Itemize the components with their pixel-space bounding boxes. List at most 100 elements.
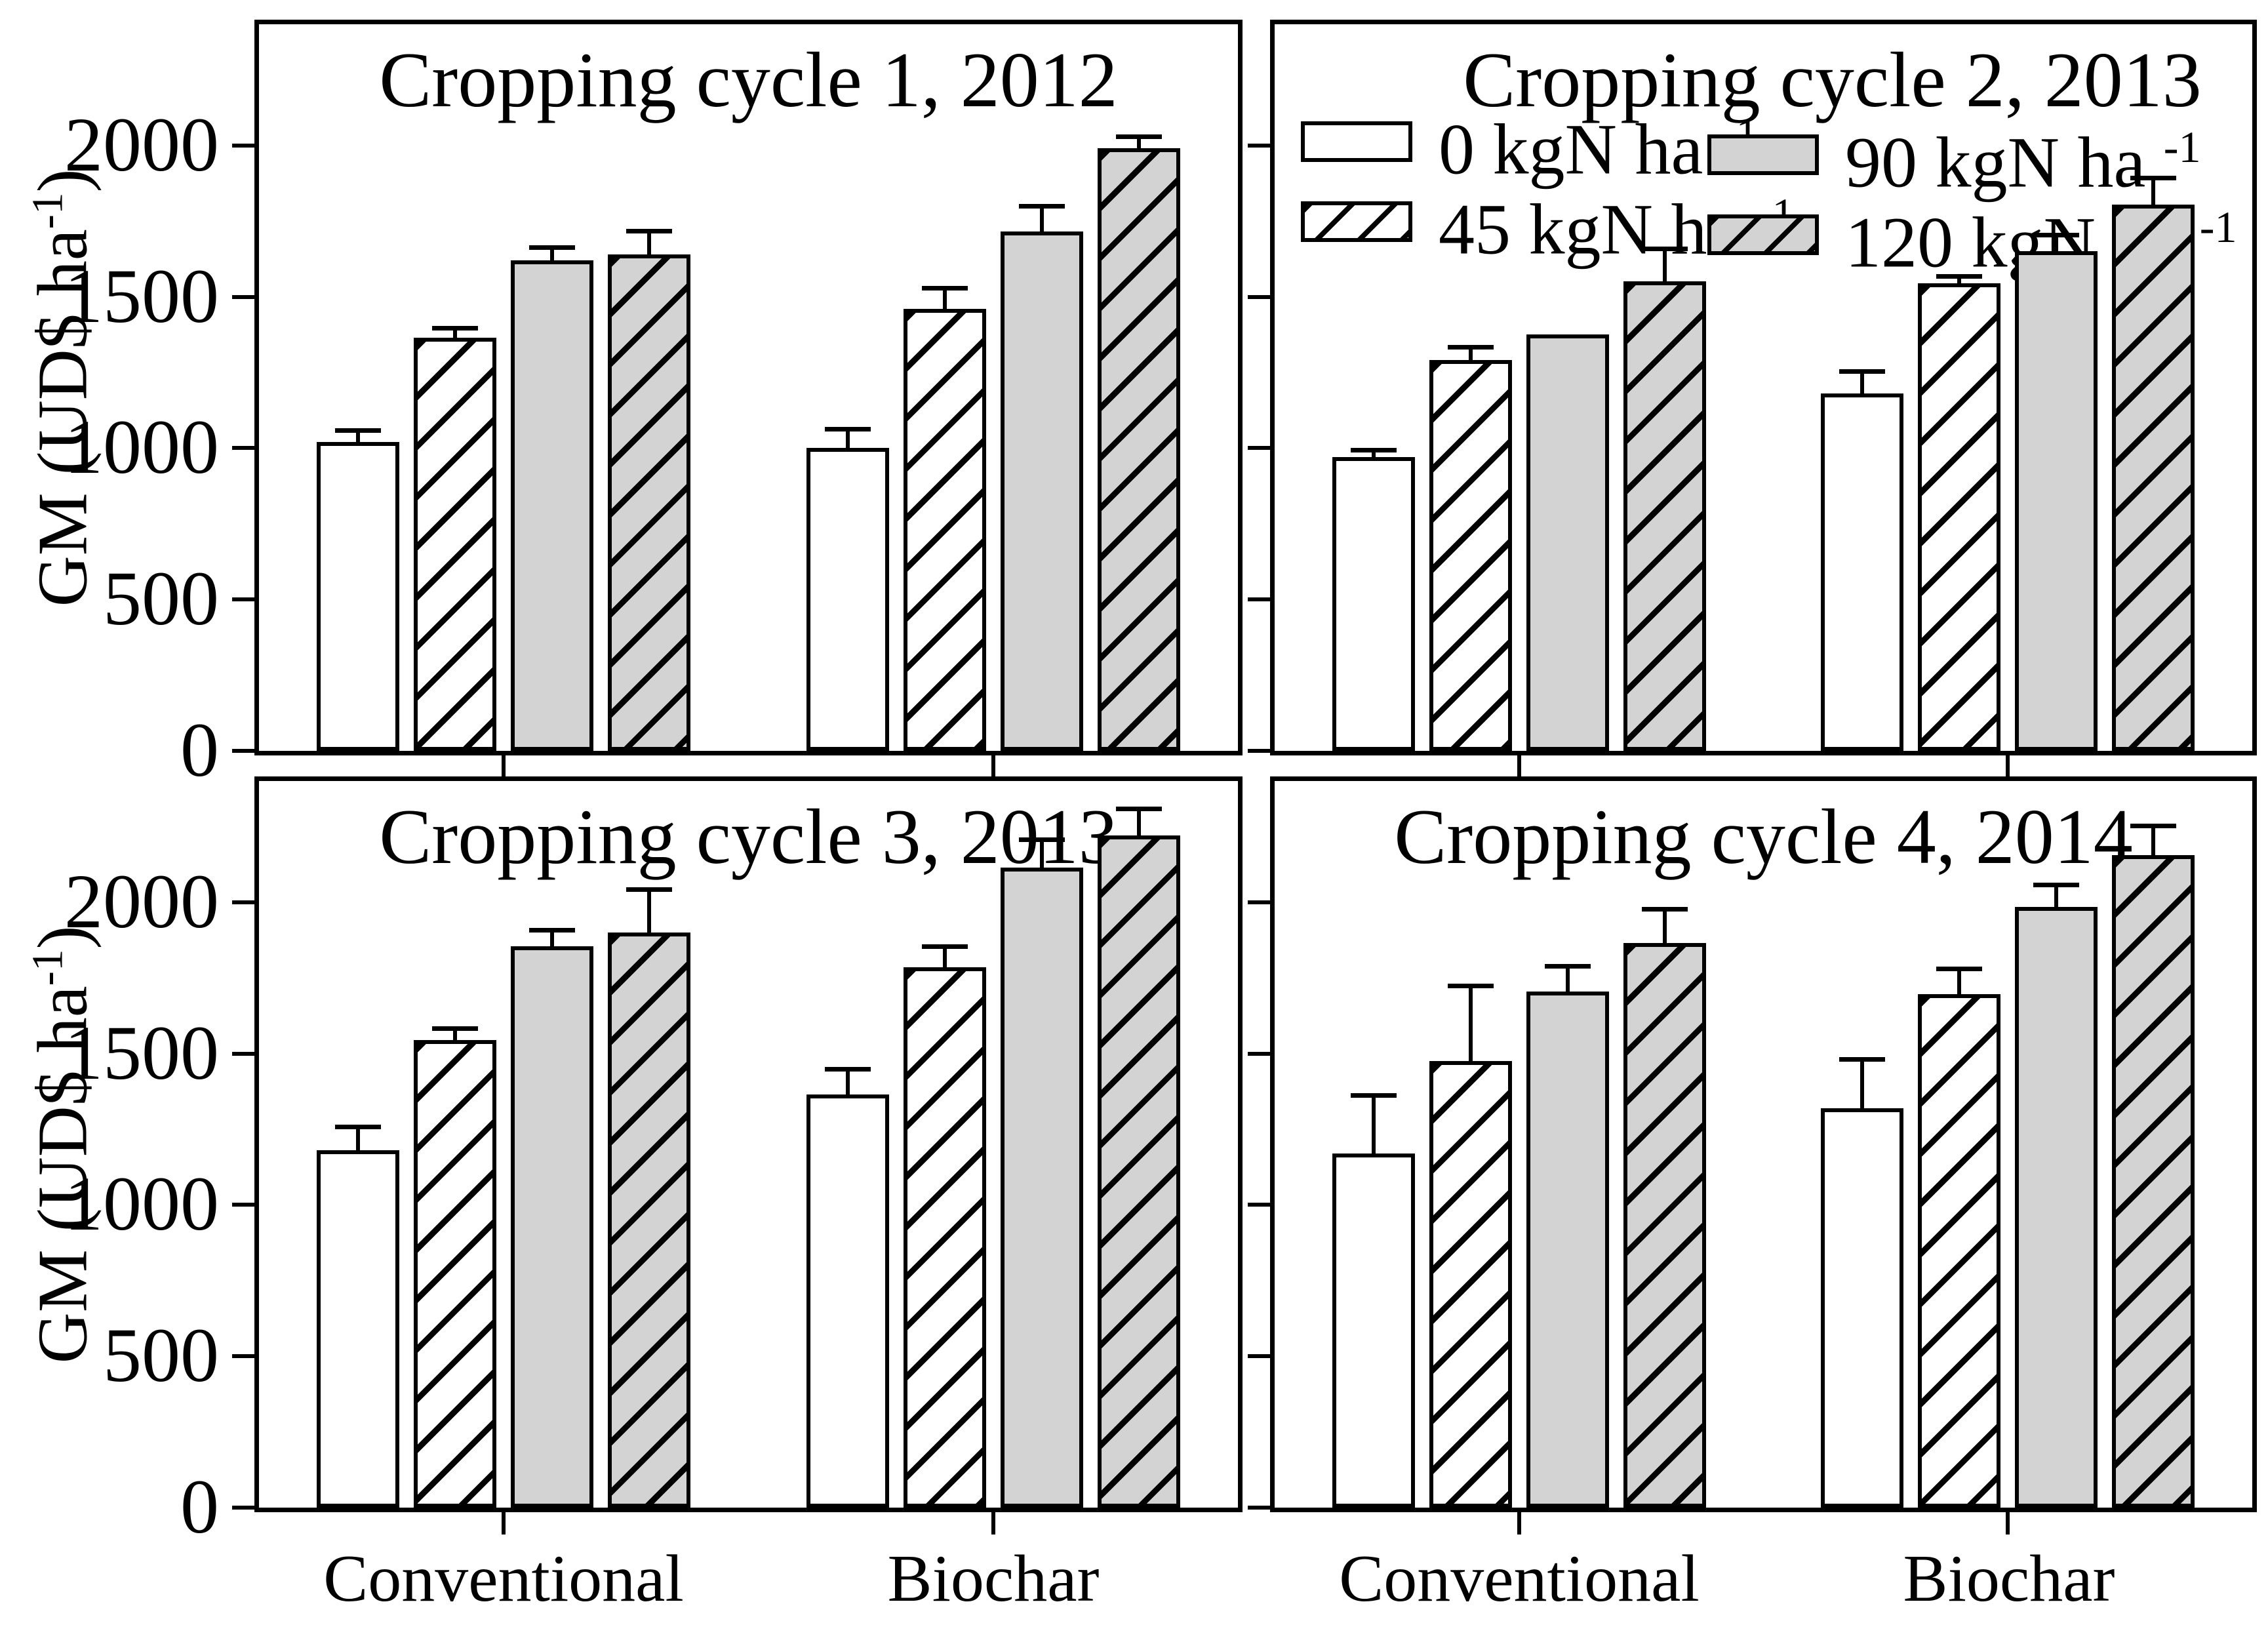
error-bar <box>2033 233 2080 251</box>
error-bar <box>1641 247 1688 281</box>
error-bar <box>335 1125 382 1150</box>
bar-biochar-0kgN <box>806 1094 889 1508</box>
bar-biochar-45kgN <box>1918 994 2001 1508</box>
bar-conventional-90kgN <box>511 260 594 751</box>
error-bar-cap <box>1350 448 1397 452</box>
y-axis-tick <box>232 1051 254 1056</box>
error-bar-cap <box>529 928 576 933</box>
x-axis-tick <box>2006 755 2010 778</box>
error-bar-stem <box>356 1125 361 1150</box>
bar-biochar-0kgN <box>1821 1108 1904 1508</box>
error-bar-cap <box>432 326 479 331</box>
error-bar <box>1350 448 1397 457</box>
error-bar <box>1350 1093 1397 1154</box>
error-bar-stem <box>2054 883 2059 907</box>
y-tick-label: 1500 <box>64 252 219 339</box>
error-bar-cap <box>1115 807 1162 811</box>
error-bar-stem <box>2054 233 2059 251</box>
x-axis-tick <box>1517 755 1521 778</box>
error-bar-cap <box>2130 176 2177 180</box>
error-bar-stem <box>356 428 361 442</box>
error-bar-cap <box>1544 964 1591 969</box>
error-bar-cap <box>1839 369 1886 374</box>
error-bar-stem <box>647 229 652 254</box>
error-bar-stem <box>647 887 652 933</box>
y-axis-tick <box>232 749 254 753</box>
panel-cycle-1: Cropping cycle 1, 2012 <box>254 20 1243 755</box>
bar-biochar-90kgN <box>1000 231 1083 751</box>
panel-title-cycle-1: Cropping cycle 1, 2012 <box>379 36 1118 123</box>
bar-biochar-90kgN <box>2015 907 2098 1508</box>
error-bar-stem <box>942 944 947 967</box>
y-axis-tick <box>1248 749 1270 753</box>
error-bar-stem <box>1957 274 1962 283</box>
error-bar <box>1447 345 1494 360</box>
error-bar-stem <box>1662 247 1667 281</box>
bar-biochar-120kgN <box>1097 835 1180 1508</box>
y-axis-tick <box>1248 900 1270 904</box>
error-bar-cap <box>1018 204 1065 209</box>
error-bar <box>626 229 673 254</box>
bar-conventional-0kgN <box>317 1150 400 1508</box>
error-bar <box>626 887 673 933</box>
error-bar-stem <box>942 286 947 309</box>
y-tick-label: 0 <box>180 1464 219 1550</box>
error-bar-stem <box>845 1067 850 1094</box>
error-bar-stem <box>1662 907 1667 943</box>
y-tick-label: 1500 <box>64 1009 219 1096</box>
bar-biochar-120kgN <box>2112 855 2195 1508</box>
legend-swatch-0kgN <box>1301 121 1412 162</box>
error-bar-stem <box>550 245 555 260</box>
error-bar <box>921 286 968 309</box>
legend-swatch-45kgN <box>1301 201 1412 242</box>
bar-conventional-120kgN <box>1623 943 1706 1508</box>
error-bar-stem <box>1371 448 1376 457</box>
bar-conventional-45kgN <box>414 338 497 751</box>
error-bar <box>529 245 576 260</box>
error-bar-cap <box>1641 907 1688 912</box>
y-axis-tick <box>1248 1354 1270 1359</box>
y-axis-tick <box>1248 446 1270 451</box>
error-bar <box>1018 837 1065 868</box>
error-bar-stem <box>1957 967 1962 994</box>
x-label-biochar-left: Biochar <box>887 1542 1100 1616</box>
bar-conventional-45kgN <box>1429 360 1512 751</box>
x-axis-tick <box>1517 1512 1521 1535</box>
bar-conventional-90kgN <box>1526 992 1609 1508</box>
error-bar <box>335 428 382 442</box>
y-axis-tick <box>232 1506 254 1510</box>
error-bar <box>1544 964 1591 992</box>
y-axis-tick <box>232 143 254 148</box>
y-tick-label: 2000 <box>64 858 219 944</box>
error-bar-cap <box>2033 233 2080 237</box>
bar-biochar-45kgN <box>1918 283 2001 751</box>
x-axis-tick <box>991 1512 995 1535</box>
y-tick-label: 500 <box>103 1312 219 1399</box>
error-bar <box>1936 967 1983 994</box>
error-bar-stem <box>1371 1093 1376 1154</box>
error-bar-stem <box>1039 204 1044 231</box>
bar-biochar-90kgN <box>1000 868 1083 1508</box>
error-bar-cap <box>626 887 673 892</box>
bar-conventional-45kgN <box>414 1040 497 1508</box>
bar-conventional-0kgN <box>1332 457 1415 751</box>
legend-label-90kgN: 90 kgN ha -1 <box>1845 122 2201 203</box>
bar-conventional-120kgN <box>608 933 691 1508</box>
y-axis-tick <box>232 1354 254 1359</box>
x-axis-tick <box>502 1512 506 1535</box>
y-axis-tick <box>1248 1203 1270 1207</box>
error-bar <box>432 326 479 338</box>
error-bar-cap <box>1447 345 1494 350</box>
y-axis-tick <box>1248 294 1270 299</box>
y-tick-label: 0 <box>180 707 219 793</box>
y-axis-tick <box>232 1203 254 1207</box>
error-bar-cap <box>335 1125 382 1129</box>
error-bar-cap <box>335 428 382 433</box>
y-axis-tick <box>232 597 254 602</box>
y-axis-tick <box>1248 1051 1270 1056</box>
error-bar <box>1447 984 1494 1061</box>
error-bar <box>1641 907 1688 943</box>
error-bar-stem <box>550 928 555 946</box>
bar-conventional-120kgN <box>1623 281 1706 751</box>
